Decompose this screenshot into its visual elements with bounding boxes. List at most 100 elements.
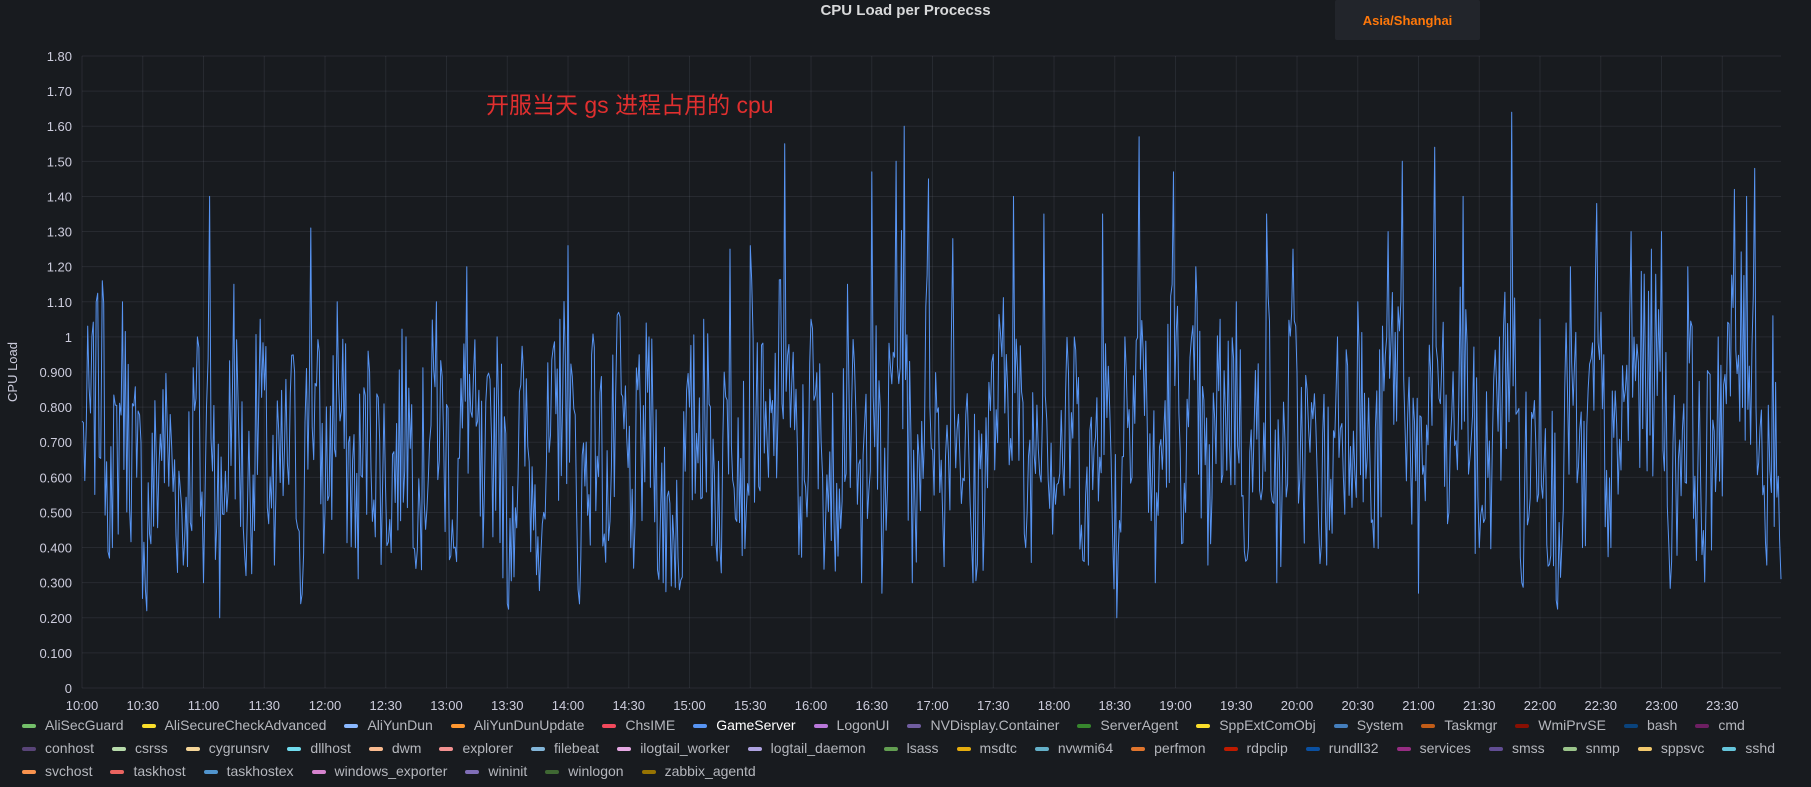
legend: AliSecGuard AliSecureCheckAdvanced AliYunD… xyxy=(22,717,1792,780)
legend-item[interactable]: GameServer xyxy=(693,717,796,734)
legend-item[interactable]: WmiPrvSE xyxy=(1515,717,1606,734)
y-tick-label: 1.10 xyxy=(47,295,72,310)
y-tick-label: 0 xyxy=(65,681,72,696)
legend-label: dwm xyxy=(391,740,422,756)
y-tick-label: 1.70 xyxy=(47,84,72,99)
legend-label: nvwmi64 xyxy=(1057,740,1114,756)
legend-item[interactable]: cmd xyxy=(1695,717,1745,734)
legend-item[interactable]: sppsvc xyxy=(1637,740,1705,757)
legend-item[interactable]: System xyxy=(1333,717,1403,734)
cpu-load-chart[interactable]: 0 0.100 0.200 0.300 0.400 0.500 0.600 0.700 0.80… xyxy=(0,0,1811,715)
series-line-gameserver[interactable] xyxy=(81,111,1782,619)
y-tick-label: 0.300 xyxy=(39,576,72,591)
legend-item[interactable]: dwm xyxy=(368,740,422,757)
legend-item[interactable]: AliYunDun xyxy=(344,717,433,734)
legend-swatch-icon xyxy=(450,723,465,728)
legend-item[interactable]: conhost xyxy=(22,740,94,757)
x-tick-label: 10:30 xyxy=(126,698,159,713)
legend-item[interactable]: snmp xyxy=(1562,740,1620,757)
legend-item[interactable]: AliSecureCheckAdvanced xyxy=(141,717,327,734)
legend-swatch-icon xyxy=(813,723,828,728)
legend-item[interactable]: explorer xyxy=(439,740,513,757)
legend-item[interactable]: lsass xyxy=(883,740,939,757)
x-tick-label: 13:00 xyxy=(430,698,463,713)
legend-swatch-icon xyxy=(747,746,762,751)
x-tick-label: 21:30 xyxy=(1463,698,1496,713)
x-tick-label: 22:00 xyxy=(1524,698,1557,713)
y-tick-label: 0.200 xyxy=(39,611,72,626)
y-tick-label: 1 xyxy=(65,330,72,345)
x-tick-label: 16:00 xyxy=(795,698,828,713)
legend-label: cygrunsrv xyxy=(208,740,270,756)
legend-item[interactable]: dllhost xyxy=(287,740,351,757)
legend-swatch-icon xyxy=(1131,746,1146,751)
legend-item[interactable]: AliSecGuard xyxy=(22,717,124,734)
legend-item[interactable]: csrss xyxy=(112,740,168,757)
x-tick-label: 19:00 xyxy=(1159,698,1192,713)
legend-swatch-icon xyxy=(1034,746,1049,751)
legend-item[interactable]: logtail_daemon xyxy=(747,740,866,757)
legend-item[interactable]: smss xyxy=(1488,740,1545,757)
legend-item[interactable]: SppExtComObj xyxy=(1196,717,1316,734)
x-tick-label: 20:30 xyxy=(1341,698,1374,713)
legend-label: GameServer xyxy=(716,717,796,733)
x-tick-label: 14:30 xyxy=(612,698,645,713)
legend-swatch-icon xyxy=(956,746,971,751)
y-tick-label: 1.30 xyxy=(47,225,72,240)
legend-label: snmp xyxy=(1585,740,1620,756)
legend-swatch-icon xyxy=(1695,723,1710,728)
chart-annotation: 开服当天 gs 进程占用的 cpu xyxy=(486,92,774,118)
legend-item[interactable]: ServerAgent xyxy=(1077,717,1178,734)
legend-swatch-icon xyxy=(907,723,922,728)
legend-swatch-icon xyxy=(1333,723,1348,728)
legend-swatch-icon xyxy=(1305,746,1320,751)
x-tick-label: 17:30 xyxy=(977,698,1010,713)
x-tick-label: 11:00 xyxy=(188,698,220,713)
timezone-badge[interactable]: Asia/Shanghai xyxy=(1335,0,1480,40)
legend-item[interactable]: windows_exporter xyxy=(311,763,448,780)
legend-label: AliYunDun xyxy=(367,717,433,733)
legend-label: cmd xyxy=(1718,717,1745,733)
x-tick-label: 23:00 xyxy=(1645,698,1678,713)
legend-item[interactable]: zabbix_agentd xyxy=(641,763,756,780)
legend-label: windows_exporter xyxy=(334,763,448,779)
legend-item[interactable]: cygrunsrv xyxy=(185,740,270,757)
legend-item[interactable]: AliYunDunUpdate xyxy=(450,717,584,734)
legend-item[interactable]: taskhost xyxy=(110,763,186,780)
x-tick-label: 22:30 xyxy=(1584,698,1617,713)
legend-swatch-icon xyxy=(693,723,708,728)
legend-label: explorer xyxy=(462,740,514,756)
y-tick-label: 0.600 xyxy=(39,470,72,485)
legend-item[interactable]: services xyxy=(1396,740,1471,757)
legend-item[interactable]: LogonUI xyxy=(813,717,890,734)
legend-item[interactable]: taskhostex xyxy=(203,763,294,780)
legend-label: LogonUI xyxy=(836,717,890,733)
legend-label: ChsIME xyxy=(625,717,676,733)
legend-item[interactable]: rdpclip xyxy=(1223,740,1288,757)
legend-item[interactable]: NVDisplay.Container xyxy=(907,717,1059,734)
legend-item[interactable]: rundll32 xyxy=(1305,740,1379,757)
legend-swatch-icon xyxy=(344,723,359,728)
legend-item[interactable]: msdtc xyxy=(956,740,1017,757)
legend-label: csrss xyxy=(135,740,168,756)
y-tick-label: 0.700 xyxy=(39,435,72,450)
legend-label: sppsvc xyxy=(1660,740,1705,756)
legend-item[interactable]: nvwmi64 xyxy=(1034,740,1114,757)
legend-label: conhost xyxy=(45,740,95,756)
legend-item[interactable]: filebeat xyxy=(531,740,599,757)
y-tick-label: 0.900 xyxy=(39,365,72,380)
legend-item[interactable]: bash xyxy=(1623,717,1677,734)
legend-label: wininit xyxy=(488,763,528,779)
x-tick-label: 18:00 xyxy=(1038,698,1071,713)
legend-item[interactable]: Taskmgr xyxy=(1421,717,1497,734)
legend-item[interactable]: svchost xyxy=(22,763,92,780)
legend-swatch-icon xyxy=(1396,746,1411,751)
legend-item[interactable]: perfmon xyxy=(1131,740,1206,757)
legend-item[interactable]: wininit xyxy=(465,763,527,780)
legend-item[interactable]: winlogon xyxy=(545,763,624,780)
legend-label: AliSecureCheckAdvanced xyxy=(164,717,327,733)
legend-item[interactable]: ChsIME xyxy=(602,717,675,734)
legend-item[interactable]: ilogtail_worker xyxy=(617,740,730,757)
legend-item[interactable]: sshd xyxy=(1722,740,1775,757)
legend-label: AliSecGuard xyxy=(45,717,124,733)
